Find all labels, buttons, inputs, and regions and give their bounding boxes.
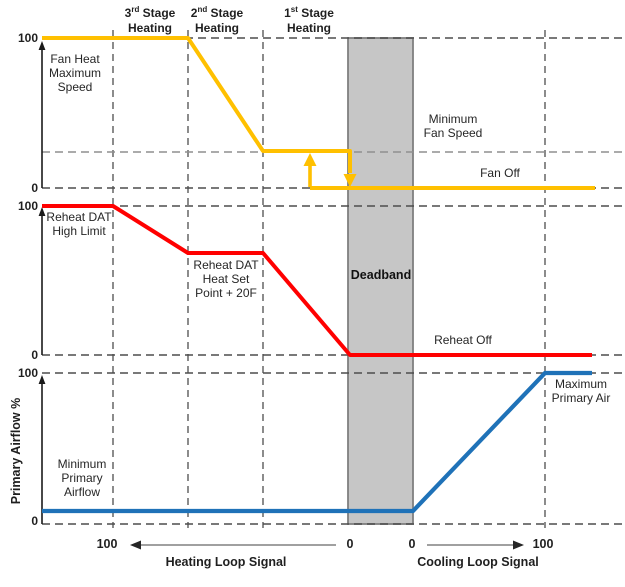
reheat-off-label: Reheat Off <box>434 333 492 347</box>
stage-label-3rd: 3rd Stage Heating <box>124 5 176 35</box>
reheat-dat-setpoint-label: Reheat DAT Heat Set Point + 20F <box>193 258 259 300</box>
fan-off-label: Fan Off <box>480 166 520 180</box>
cooling-loop-signal-title: Cooling Loop Signal <box>417 555 539 569</box>
reheat-dat-high-limit-label: Reheat DAT High Limit <box>46 210 112 238</box>
reheat-y-max: 100 <box>17 199 38 213</box>
cooling-100-tick: 100 <box>532 537 554 551</box>
fan-y-min: 0 <box>31 181 38 195</box>
fan-heat-maximum-speed-label: Fan Heat Maximum Speed <box>48 52 101 94</box>
airflow-y-max: 100 <box>17 366 38 380</box>
heating-0-tick: 0 <box>346 537 354 551</box>
fan-speed-line <box>42 36 595 190</box>
reheat-line <box>42 204 592 357</box>
fan-rise-arrow-icon <box>303 153 317 166</box>
deadband-label: Deadband <box>350 268 412 282</box>
heating-loop-signal-title: Heating Loop Signal <box>165 555 287 569</box>
heating-direction-arrow-icon <box>130 540 141 550</box>
horizontal-gridlines <box>42 37 622 525</box>
primary-airflow-line <box>42 370 592 514</box>
minimum-fan-speed-label: Minimum Fan Speed <box>423 112 483 140</box>
x-axis-arrows <box>130 540 524 550</box>
heating-100-tick: 100 <box>96 537 118 551</box>
reheat-y-min: 0 <box>31 348 38 362</box>
airflow-y-min: 0 <box>31 514 38 528</box>
primary-airflow-axis-label: Primary Airflow % <box>9 397 23 505</box>
vertical-gridlines <box>112 30 546 528</box>
fan-drop-arrow-icon <box>343 174 357 187</box>
y-axis-arrowheads <box>38 41 46 384</box>
fan-y-max: 100 <box>17 31 38 45</box>
deadband-region <box>347 37 414 525</box>
maximum-primary-air-label: Maximum Primary Air <box>551 377 611 405</box>
cooling-0-tick: 0 <box>408 537 416 551</box>
cooling-direction-arrow-icon <box>513 540 524 550</box>
stage-label-1st: 1st Stage Heating <box>284 5 334 35</box>
stage-label-2nd: 2nd Stage Heating <box>190 5 244 35</box>
minimum-primary-airflow-label: Minimum Primary Airflow <box>57 457 107 499</box>
